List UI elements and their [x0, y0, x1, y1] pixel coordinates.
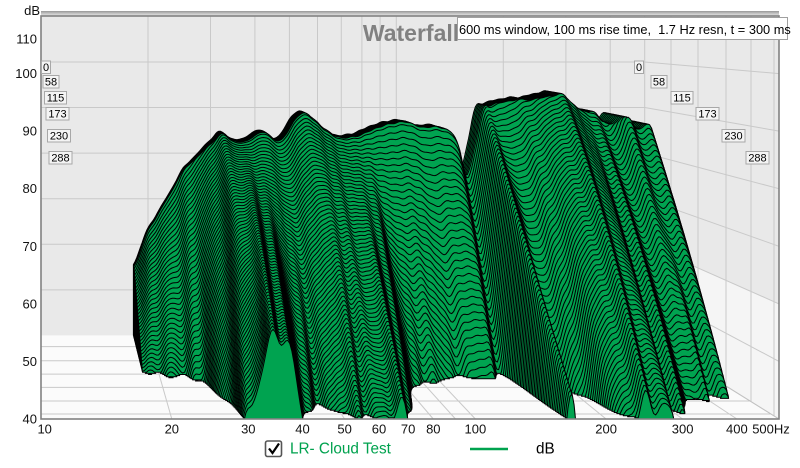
svg-text:60: 60 — [372, 422, 386, 437]
svg-text:500Hz: 500Hz — [752, 422, 790, 437]
svg-text:dB: dB — [24, 3, 40, 18]
svg-text:288: 288 — [748, 153, 766, 165]
svg-text:173: 173 — [48, 109, 66, 121]
svg-text:50: 50 — [337, 422, 351, 437]
svg-text:70: 70 — [23, 239, 37, 254]
svg-text:50: 50 — [23, 354, 37, 369]
svg-text:80: 80 — [426, 422, 440, 437]
svg-text:58: 58 — [653, 77, 665, 89]
svg-text:300: 300 — [672, 422, 694, 437]
svg-text:173: 173 — [698, 109, 716, 121]
svg-text:100: 100 — [15, 66, 37, 81]
svg-text:0: 0 — [43, 62, 49, 74]
svg-text:LR- Cloud Test: LR- Cloud Test — [290, 441, 392, 458]
svg-text:dB: dB — [536, 441, 555, 458]
svg-text:70: 70 — [401, 422, 415, 437]
svg-text:100: 100 — [465, 422, 487, 437]
svg-text:20: 20 — [165, 422, 179, 437]
svg-text:230: 230 — [50, 131, 68, 143]
svg-text:288: 288 — [51, 153, 69, 165]
svg-text:40: 40 — [23, 412, 37, 427]
svg-text:58: 58 — [45, 77, 57, 89]
svg-text:30: 30 — [241, 422, 255, 437]
svg-text:10: 10 — [37, 422, 51, 437]
svg-text:400: 400 — [726, 422, 748, 437]
svg-text:Waterfall: Waterfall — [363, 20, 459, 46]
svg-text:200: 200 — [595, 422, 617, 437]
svg-text:90: 90 — [23, 124, 37, 139]
svg-text:115: 115 — [47, 93, 65, 105]
svg-text:230: 230 — [724, 131, 742, 143]
svg-text:110: 110 — [16, 32, 37, 47]
svg-text:60: 60 — [23, 296, 37, 311]
svg-text:40: 40 — [295, 422, 309, 437]
svg-text:115: 115 — [673, 93, 691, 105]
svg-text:80: 80 — [23, 181, 37, 196]
svg-text:0: 0 — [636, 62, 642, 74]
svg-text:600 ms window, 100 ms rise tim: 600 ms window, 100 ms rise time, 1.7 Hz … — [459, 22, 791, 37]
